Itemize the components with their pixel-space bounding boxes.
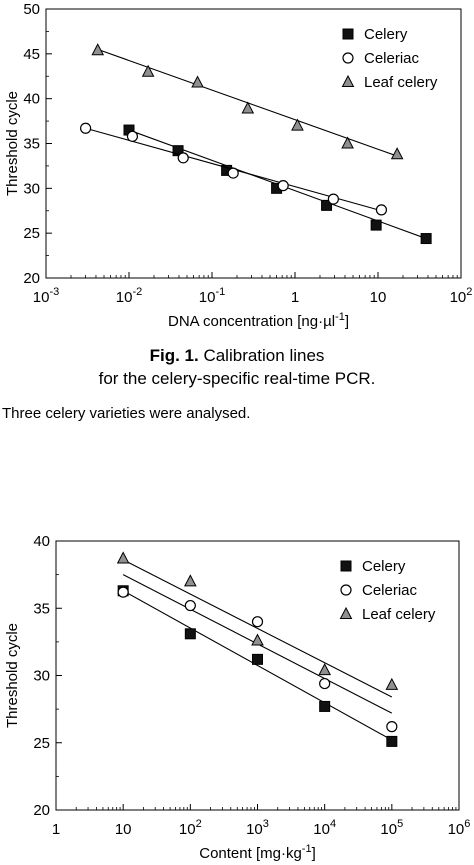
data-point: [251, 633, 264, 646]
figure-caption: Fig. 1. Calibration lines for the celery…: [0, 344, 474, 390]
data-point: [116, 551, 130, 564]
x-tick-label: 106: [448, 818, 471, 838]
calibration-chart-dna: 10-3 10-2 10-1 1 10 102 20 25 30 35 40 45 50 DNA conc…: [4, 1, 473, 330]
fit-line: [122, 559, 393, 698]
data-point: [341, 136, 354, 149]
data-point: [191, 75, 204, 88]
y-tick-label: 40: [33, 533, 50, 550]
data-point: [177, 152, 189, 164]
series-celeriac: [117, 574, 398, 733]
calibration-chart-content: 1 10 102 103 104 105 106 20 25 30 35 40 Content [mg·…: [4, 533, 471, 862]
caption-label: Fig. 1.: [149, 346, 199, 365]
x-tick-label: 105: [380, 818, 403, 838]
legend-label: Celeriac: [364, 50, 420, 67]
legend-label: Leaf celery: [364, 74, 438, 91]
data-point: [319, 677, 331, 690]
y-tick-label: 45: [23, 46, 40, 63]
data-point: [420, 233, 432, 245]
legend-marker: [340, 560, 352, 572]
x-tick-label: 10: [370, 289, 387, 306]
y-tick-label: 25: [23, 225, 40, 242]
y-tick-label: 30: [23, 180, 40, 197]
data-point: [184, 628, 196, 640]
data-point: [386, 735, 398, 747]
data-point: [370, 219, 382, 231]
y-tick-label: 35: [33, 600, 50, 617]
data-point: [375, 204, 388, 216]
legend-marker: [342, 52, 354, 64]
data-point: [321, 199, 333, 211]
x-tick-label: 104: [313, 818, 336, 838]
x-tick-label: 102: [450, 286, 473, 306]
x-tick-label: 1: [291, 289, 299, 306]
y-tick-label: 20: [23, 270, 40, 287]
data-point: [327, 193, 339, 205]
data-point: [319, 700, 331, 712]
data-point: [184, 599, 196, 612]
y-axis-label: Threshold cycle: [4, 91, 21, 196]
figure-note: Three celery varieties were analysed.: [2, 405, 251, 422]
y-tick-label: 35: [23, 136, 40, 153]
y-tick-label: 50: [23, 1, 40, 18]
data-point: [227, 167, 239, 179]
series-leaf-celery: [91, 43, 404, 160]
x-axis-label: Content [mg·kg-1]: [199, 843, 316, 862]
data-point: [126, 130, 139, 142]
data-point: [390, 147, 404, 160]
legend-label: Celery: [364, 26, 408, 43]
legend-label: Celery: [362, 558, 406, 575]
y-axis-label: Threshold cycle: [4, 623, 21, 728]
data-point: [291, 118, 304, 131]
series-celery: [117, 585, 398, 747]
y-tick-label: 25: [33, 735, 50, 752]
data-point: [251, 616, 264, 628]
data-point: [117, 586, 129, 598]
data-point: [386, 721, 398, 733]
x-tick-label: 1: [52, 821, 60, 838]
legend-marker: [341, 74, 355, 87]
data-point: [318, 663, 331, 676]
x-tick-label: 10-3: [33, 286, 59, 306]
legend-marker: [339, 606, 353, 619]
data-point: [241, 101, 255, 114]
series-celeriac: [80, 122, 388, 216]
caption-line-2: for the celery-specific real-time PCR.: [98, 369, 376, 388]
series-celery: [123, 124, 432, 245]
data-point: [277, 180, 289, 192]
data-point: [91, 43, 105, 56]
x-tick-label: 10: [115, 821, 132, 838]
data-point: [184, 574, 197, 587]
data-point: [80, 122, 92, 134]
x-axis-label: DNA concentration [ng·µl-1]: [168, 311, 349, 330]
caption-line-1: Calibration lines: [203, 346, 325, 365]
y-tick-label: 20: [33, 802, 50, 819]
series-leaf-celery: [116, 551, 399, 698]
data-point: [252, 653, 263, 665]
x-tick-label: 103: [246, 818, 269, 838]
fit-line: [122, 590, 393, 741]
x-tick-label: 10-2: [116, 286, 142, 306]
legend-marker: [340, 584, 352, 596]
data-point: [385, 677, 399, 690]
y-tick-label: 30: [33, 668, 50, 685]
legend-label: Leaf celery: [362, 606, 436, 623]
legend-marker: [342, 28, 354, 40]
x-tick-label: 102: [179, 818, 202, 838]
x-tick-label: 10-1: [199, 286, 225, 306]
y-tick-label: 40: [23, 91, 40, 108]
data-point: [141, 64, 155, 77]
legend-label: Celeriac: [362, 582, 418, 599]
